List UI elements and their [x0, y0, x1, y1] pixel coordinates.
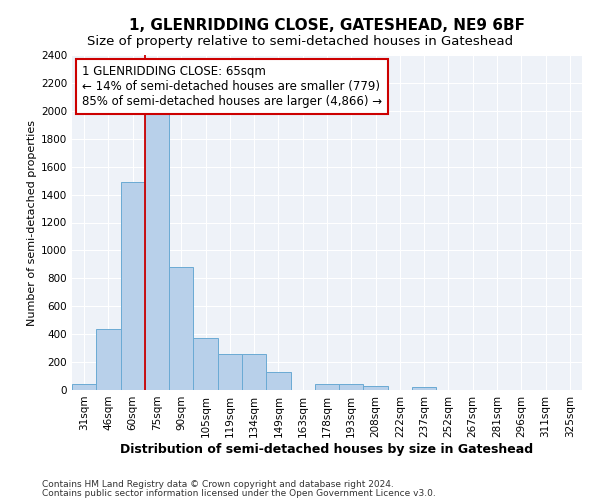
Bar: [242, 354, 266, 390]
Bar: [121, 182, 145, 390]
X-axis label: Distribution of semi-detached houses by size in Gateshead: Distribution of semi-detached houses by …: [121, 442, 533, 456]
Bar: [218, 354, 242, 390]
Text: 1 GLENRIDDING CLOSE: 65sqm
← 14% of semi-detached houses are smaller (779)
85% o: 1 GLENRIDDING CLOSE: 65sqm ← 14% of semi…: [82, 65, 382, 108]
Bar: [364, 386, 388, 390]
Bar: [193, 338, 218, 390]
Bar: [266, 372, 290, 390]
Title: 1, GLENRIDDING CLOSE, GATESHEAD, NE9 6BF: 1, GLENRIDDING CLOSE, GATESHEAD, NE9 6BF: [129, 18, 525, 33]
Text: Contains HM Land Registry data © Crown copyright and database right 2024.: Contains HM Land Registry data © Crown c…: [42, 480, 394, 489]
Y-axis label: Number of semi-detached properties: Number of semi-detached properties: [27, 120, 37, 326]
Bar: [72, 384, 96, 390]
Bar: [145, 111, 169, 390]
Bar: [96, 328, 121, 390]
Text: Contains public sector information licensed under the Open Government Licence v3: Contains public sector information licen…: [42, 488, 436, 498]
Bar: [339, 384, 364, 390]
Bar: [315, 384, 339, 390]
Bar: [412, 386, 436, 390]
Text: Size of property relative to semi-detached houses in Gateshead: Size of property relative to semi-detach…: [87, 35, 513, 48]
Bar: [169, 267, 193, 390]
